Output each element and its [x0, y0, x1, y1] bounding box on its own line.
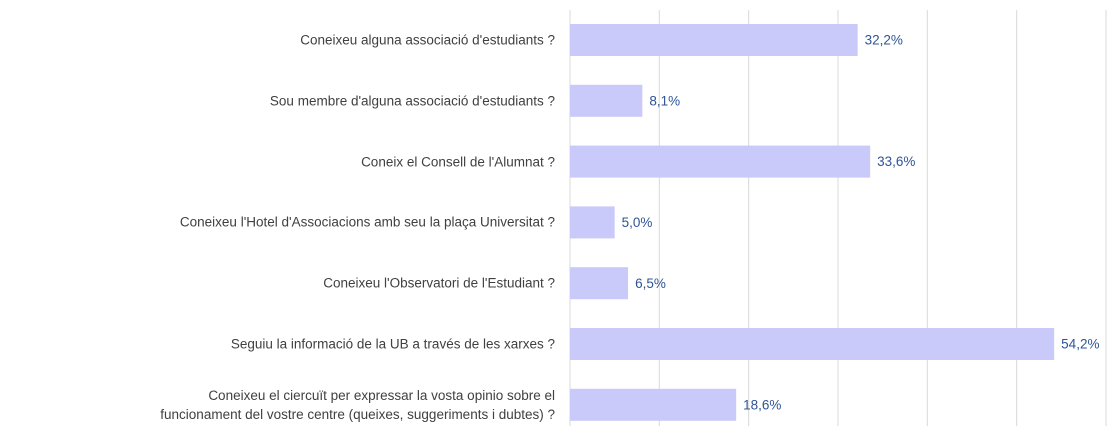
bar — [570, 328, 1055, 360]
category-label: Coneix el Consell de l'Alumnat ? — [361, 154, 555, 170]
bar — [570, 388, 737, 421]
category-label: Coneixeu l'Observatori de l'Estudiant ? — [323, 275, 555, 291]
bar — [570, 145, 871, 178]
category-label: Sou membre d'alguna associació d'estudia… — [269, 93, 555, 109]
value-label: 5,0% — [622, 215, 653, 230]
category-label: Coneixeu l'Hotel d'Associacions amb seu … — [179, 214, 555, 230]
category-label: Coneixeu alguna associació d'estudiants … — [300, 32, 555, 48]
value-label: 6,5% — [635, 276, 666, 291]
value-label: 8,1% — [649, 93, 680, 108]
bar — [570, 84, 643, 117]
bar — [570, 206, 615, 239]
value-label: 32,2% — [865, 33, 903, 48]
category-label: Seguiu la informació de la UB a través d… — [230, 336, 555, 352]
bar — [570, 24, 858, 56]
bar — [570, 267, 629, 300]
category-label: Coneixeu el ciercuït per expressar la vo… — [160, 387, 555, 422]
value-label: 33,6% — [877, 154, 915, 169]
value-label: 54,2% — [1061, 337, 1099, 352]
value-label: 18,6% — [743, 397, 781, 412]
